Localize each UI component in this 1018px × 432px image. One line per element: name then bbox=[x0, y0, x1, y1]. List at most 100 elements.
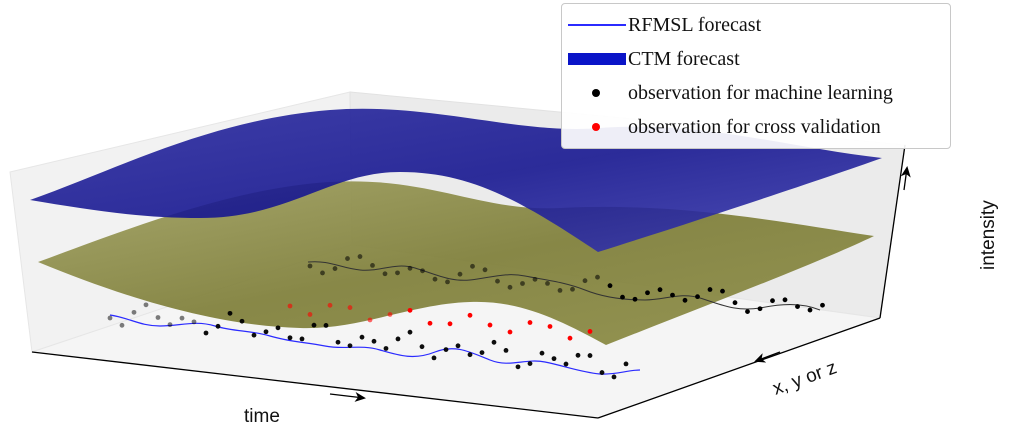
line-icon bbox=[562, 10, 628, 40]
observation-dot bbox=[323, 323, 329, 328]
observation-dot bbox=[623, 361, 629, 367]
observation-dot bbox=[570, 286, 575, 292]
legend-label: CTM forecast bbox=[628, 47, 740, 70]
observation-dot bbox=[427, 320, 433, 326]
observation-dot bbox=[620, 294, 625, 300]
right-edge bbox=[597, 317, 881, 419]
observation-dot bbox=[370, 262, 375, 268]
red-dot-icon bbox=[562, 112, 628, 142]
observation-dot bbox=[203, 330, 209, 336]
observation-dot bbox=[371, 338, 377, 344]
intensity-axis-label: intensity bbox=[978, 200, 999, 270]
observation-dot bbox=[167, 322, 173, 328]
observation-dot bbox=[445, 279, 450, 285]
observation-dot bbox=[707, 287, 713, 292]
observation-dot bbox=[551, 356, 557, 362]
observation-dot bbox=[345, 256, 350, 261]
observation-dot bbox=[239, 318, 245, 324]
observation-dot bbox=[447, 321, 453, 327]
observation-dot bbox=[599, 370, 605, 375]
observation-dot bbox=[419, 344, 425, 350]
observation-dot bbox=[467, 312, 473, 318]
observation-dot bbox=[107, 315, 113, 321]
observation-dot bbox=[587, 353, 593, 358]
observation-dot bbox=[359, 334, 365, 340]
observation-dot bbox=[527, 320, 533, 325]
observation-dot bbox=[587, 329, 593, 334]
observation-dot bbox=[479, 350, 485, 356]
observation-dot bbox=[770, 298, 775, 304]
observation-dot bbox=[539, 350, 545, 356]
observation-dot bbox=[563, 361, 569, 367]
observation-dot bbox=[263, 329, 269, 335]
observation-dot bbox=[327, 302, 333, 308]
observation-dot bbox=[782, 297, 788, 303]
observation-dot bbox=[227, 310, 233, 316]
observation-dot bbox=[179, 315, 185, 321]
observation-dot bbox=[347, 343, 353, 349]
observation-dot bbox=[251, 332, 257, 338]
observation-dot bbox=[795, 304, 800, 309]
observation-dot bbox=[487, 322, 493, 328]
observation-dot bbox=[682, 297, 688, 303]
cv-observations bbox=[287, 302, 593, 341]
observation-dot bbox=[467, 352, 473, 358]
observation-dot bbox=[515, 364, 521, 370]
observation-dot bbox=[807, 307, 813, 313]
observation-dot bbox=[820, 302, 825, 308]
band-icon bbox=[562, 44, 628, 74]
legend-item-ctm: CTM forecast bbox=[562, 44, 950, 74]
observation-dot bbox=[470, 263, 475, 269]
legend-label: observation for cross validation bbox=[628, 115, 881, 138]
observation-dot bbox=[457, 271, 463, 277]
legend-label: RFMSL forecast bbox=[628, 13, 762, 36]
observation-dot bbox=[287, 303, 293, 309]
rfmsl-line-back bbox=[307, 261, 821, 311]
rfmsl-line-front bbox=[109, 314, 641, 375]
intensity-arrow bbox=[900, 166, 911, 191]
time-arrow bbox=[329, 391, 366, 402]
observation-dot bbox=[299, 336, 305, 342]
observation-dot bbox=[527, 361, 533, 366]
observation-dot bbox=[520, 281, 525, 286]
legend-item-rfmsl: RFMSL forecast bbox=[562, 10, 950, 40]
observation-dot bbox=[307, 263, 313, 269]
observation-dot bbox=[607, 283, 613, 289]
observation-dot bbox=[191, 319, 197, 325]
observation-dot bbox=[547, 324, 553, 329]
observation-dot bbox=[432, 276, 438, 282]
observation-dot bbox=[582, 278, 588, 284]
observation-dot bbox=[695, 294, 700, 300]
observation-dot bbox=[567, 335, 573, 341]
legend: RFMSL forecast CTM forecast observation … bbox=[561, 3, 951, 149]
observation-dot bbox=[215, 323, 221, 329]
observation-dot bbox=[320, 270, 325, 276]
observation-dot bbox=[347, 305, 353, 310]
observation-dot bbox=[395, 336, 401, 342]
observation-dot bbox=[431, 355, 437, 361]
legend-item-cv-obs: observation for cross validation bbox=[562, 112, 950, 142]
observation-dot bbox=[595, 274, 600, 280]
observation-dot bbox=[532, 276, 538, 282]
observation-dot bbox=[367, 317, 373, 323]
space-arrow bbox=[754, 351, 781, 363]
observation-dot bbox=[503, 347, 509, 353]
observation-dot bbox=[383, 346, 389, 351]
observation-dot bbox=[545, 281, 550, 286]
observation-dot bbox=[357, 254, 363, 259]
observation-dot bbox=[407, 329, 413, 335]
time-axis-label: time bbox=[244, 406, 280, 427]
observation-dot bbox=[670, 292, 675, 298]
observation-dot bbox=[287, 335, 293, 341]
observation-dot bbox=[507, 284, 513, 290]
observation-dot bbox=[507, 329, 513, 335]
ml-observations bbox=[107, 254, 825, 380]
observation-dot bbox=[307, 312, 313, 317]
observation-dot bbox=[311, 322, 317, 328]
observation-dot bbox=[407, 265, 413, 271]
observation-dot bbox=[732, 300, 738, 306]
observation-dot bbox=[745, 309, 750, 314]
legend-label: observation for machine learning bbox=[628, 81, 893, 104]
observation-dot bbox=[407, 307, 413, 313]
observation-dot bbox=[575, 352, 581, 358]
